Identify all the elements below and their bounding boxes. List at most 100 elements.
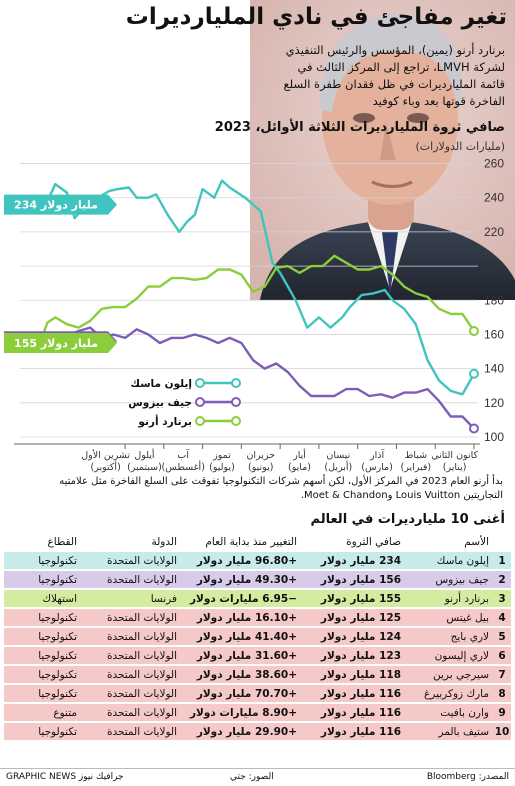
worth-cell: 116 مليار دولار <box>320 725 401 738</box>
sector-cell: استهلاك <box>42 592 77 605</box>
change-cell: +16.10 مليار دولار <box>196 611 297 624</box>
y-tick-label: 200 <box>484 259 504 273</box>
header-name: الأسم <box>464 536 489 548</box>
legend-dot <box>195 378 205 388</box>
y-axis-ticks: 100 120 140 160 180 200 220 240 260 <box>484 157 504 444</box>
header-sector: القطاع <box>47 536 77 548</box>
chart-legend: إيلون ماسك جيف بيزوس برنارد أرنو <box>128 378 241 428</box>
rank-cell: 9 <box>498 706 506 719</box>
rank-cell: 3 <box>498 592 506 605</box>
sector-cell: تكنولوجيا <box>38 611 77 624</box>
country-cell: الولايات المتحدة <box>106 630 177 643</box>
worth-cell: 234 مليار دولار <box>320 554 401 567</box>
change-cell: +70.70 مليار دولار <box>196 687 297 700</box>
sector-cell: تكنولوجيا <box>38 668 77 681</box>
rank-cell: 4 <box>498 611 506 624</box>
legend-label-arnault: برنارد أرنو <box>137 414 192 428</box>
table-row: 10 ستيف بالمر 116 مليار دولار +29.90 مليار … <box>4 723 511 740</box>
header-rank <box>493 534 511 550</box>
y-tick-label: 260 <box>484 157 504 171</box>
legend-label-musk: إيلون ماسك <box>130 378 192 390</box>
series-start-dot <box>469 326 479 337</box>
y-tick-label: 120 <box>484 396 504 410</box>
table-row: 5 لاري بايج 124 مليار دولار +41.40 مليار دو… <box>4 628 511 645</box>
worth-cell: 125 مليار دولار <box>320 611 401 624</box>
callout-label: 234 مليار دولار <box>14 199 98 212</box>
sector-cell: تكنولوجيا <box>38 687 77 700</box>
name-cell: مارك زوكربيرغ <box>424 687 489 700</box>
worth-cell: 116 مليار دولار <box>320 687 401 700</box>
country-cell: الولايات المتحدة <box>106 687 177 700</box>
change-cell: −6.95 مليارات دولار <box>189 592 297 605</box>
header-country: الدولة <box>151 536 177 548</box>
name-cell: سيرجي برين <box>433 668 489 681</box>
name-cell: جيف بيزوس <box>435 573 489 586</box>
worth-cell: 118 مليار دولار <box>320 668 401 681</box>
name-cell: إيلون ماسك <box>436 554 489 567</box>
change-cell: +38.60 مليار دولار <box>196 668 297 681</box>
legend-dot <box>231 416 241 426</box>
rank-cell: 10 <box>494 725 510 738</box>
rank-cell: 1 <box>498 554 506 567</box>
richest-table: الأسم صافي الثروة التغيير منذ بداية العا… <box>4 532 511 742</box>
rank-cell: 2 <box>498 573 506 586</box>
chart-subtitle: (مليارات الدولارات) <box>415 140 506 153</box>
table-row: 9 وارن بافيت 116 مليار دولار +8.90 مليارات … <box>4 704 511 721</box>
y-tick-label: 100 <box>484 430 504 444</box>
chart-title: صافي ثروة المليارديرات الثلاثة الأوائل، … <box>214 120 505 135</box>
table-row: 4 بيل غيتس 125 مليار دولار +16.10 مليار دول… <box>4 609 511 626</box>
change-cell: +41.40 مليار دولار <box>196 630 297 643</box>
callout-box <box>4 194 117 215</box>
table-row: 8 مارك زوكربيرغ 116 مليار دولار +70.70 مليا… <box>4 685 511 702</box>
name-cell: بيل غيتس <box>446 611 489 624</box>
footer: GRAPHIC NEWS جرافيك نيوز الصور: جتي المص… <box>0 768 515 786</box>
country-cell: الولايات المتحدة <box>106 649 177 662</box>
country-cell: الولايات المتحدة <box>106 725 177 738</box>
footer-source: المصدر: Bloomberg <box>426 772 509 782</box>
x-tick-label: آذار (مارس) <box>361 448 393 473</box>
series-start-dot <box>469 423 479 434</box>
country-cell: الولايات المتحدة <box>106 573 177 586</box>
y-tick-label: 180 <box>484 293 504 307</box>
x-tick-label: نيسان (أبريل) <box>324 450 352 473</box>
series-line-musk <box>39 179 476 396</box>
x-tick-label: شباط (فبراير) <box>401 450 432 473</box>
legend-dot <box>195 416 205 426</box>
legend-dot <box>231 378 241 388</box>
rank-cell: 5 <box>498 630 506 643</box>
sector-cell: تكنولوجيا <box>38 573 77 586</box>
x-axis-ticks: كانون الثاني (يناير)شباط (فبراير) آذار (مارس… <box>81 444 479 473</box>
x-tick-label: كانون الثاني (يناير) <box>431 450 478 473</box>
y-tick-label: 160 <box>484 327 504 341</box>
sector-cell: تكنولوجيا <box>38 630 77 643</box>
header-worth: صافي الثروة <box>346 536 401 548</box>
worth-cell: 123 مليار دولار <box>320 649 401 662</box>
change-cell: +8.90 مليارات دولار <box>189 706 297 719</box>
infographic-title: تغير مفاجئ في نادي المليارديرات <box>125 4 507 30</box>
table-row: 3 برنارد أرنو 155 مليار دولار −6.95 مليارات… <box>4 590 511 607</box>
y-tick-label: 140 <box>484 362 504 376</box>
change-cell: +49.30 مليار دولار <box>196 573 297 586</box>
sector-cell: تكنولوجيا <box>38 554 77 567</box>
callout-box <box>4 333 117 353</box>
x-tick-label: أيار (مايو) <box>288 448 311 473</box>
y-tick-label: 240 <box>484 191 504 205</box>
callout-label: 155 مليار دولار <box>14 337 98 350</box>
name-cell: لاري إليسون <box>434 649 489 662</box>
x-tick-label: أيلول (سبتمبر) <box>127 448 162 473</box>
legend-label-bezos: جيف بيزوس <box>128 397 192 409</box>
portrait-photo <box>250 0 515 300</box>
country-cell: فرنسا <box>150 592 177 605</box>
change-cell: +96.80 مليار دولار <box>196 554 297 567</box>
footer-credit: GRAPHIC NEWS جرافيك نيوز <box>6 772 124 782</box>
chart-series <box>34 179 479 434</box>
country-cell: الولايات المتحدة <box>106 668 177 681</box>
footer-photo-credit: الصور: جتي <box>230 772 274 782</box>
rank-cell: 6 <box>498 649 506 662</box>
worth-cell: 155 مليار دولار <box>320 592 401 605</box>
intro-text: برنارد أرنو (يمين)، المؤسس والرئيس التنف… <box>283 43 505 108</box>
table-row: 2 جيف بيزوس 156 مليار دولار +49.30 مليار دو… <box>4 571 511 588</box>
legend-dot <box>231 397 241 407</box>
